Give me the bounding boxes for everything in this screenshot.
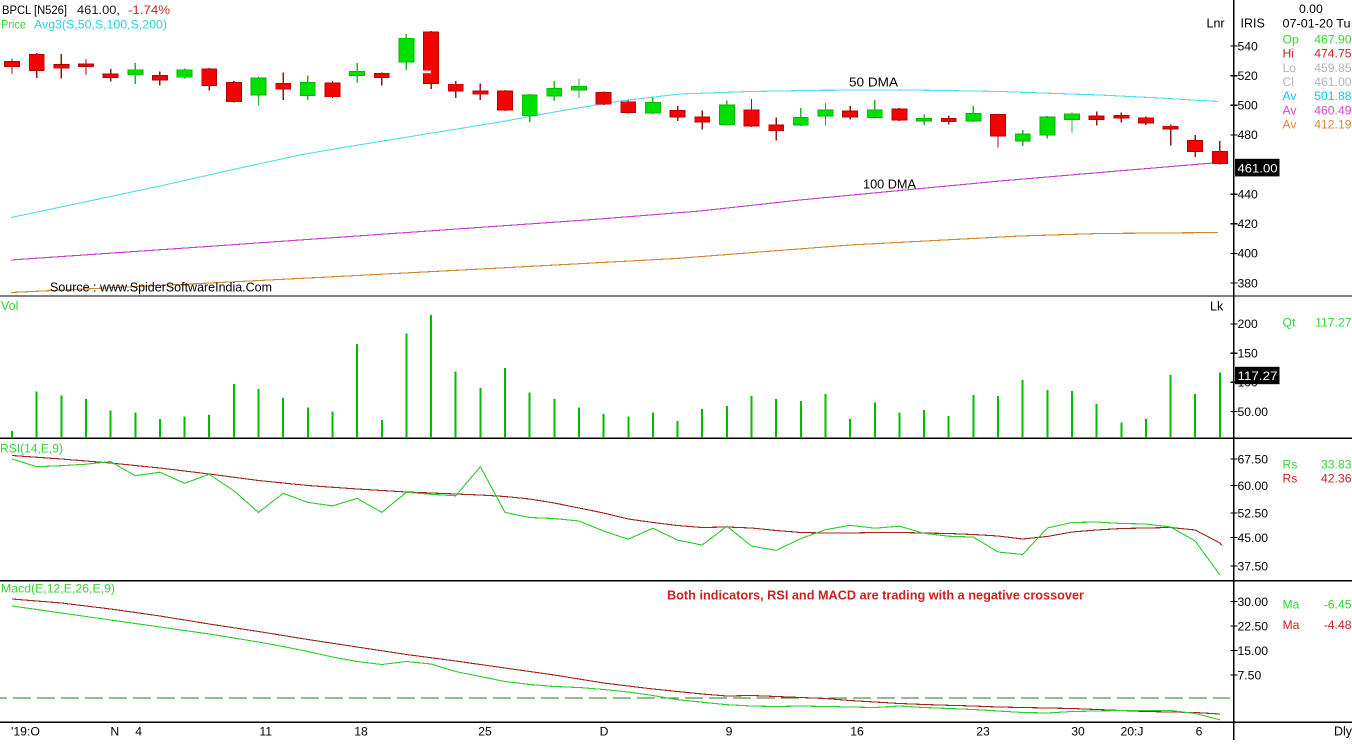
svg-text:6: 6 [1196, 724, 1203, 738]
svg-text:459.85: 459.85 [1314, 61, 1351, 75]
svg-text:420: 420 [1238, 217, 1259, 231]
svg-text:200: 200 [1238, 317, 1259, 331]
svg-text:460.49: 460.49 [1314, 103, 1351, 117]
svg-text:50 DMA: 50 DMA [849, 76, 899, 90]
svg-text:461.00,: 461.00, [77, 3, 120, 17]
svg-text:52.50: 52.50 [1238, 506, 1269, 520]
svg-text:-4.48: -4.48 [1324, 618, 1352, 632]
svg-text:67.50: 67.50 [1238, 452, 1269, 466]
svg-text:45.00: 45.00 [1238, 531, 1269, 545]
svg-text:33.83: 33.83 [1321, 457, 1352, 471]
svg-text:440: 440 [1238, 187, 1259, 201]
svg-text:Op: Op [1283, 32, 1299, 46]
svg-text:9: 9 [726, 724, 733, 738]
svg-text:0.00: 0.00 [1299, 2, 1323, 16]
svg-text:Qt: Qt [1283, 316, 1296, 330]
svg-text:501.88: 501.88 [1314, 89, 1351, 103]
svg-text:11: 11 [259, 724, 272, 738]
svg-text:42.36: 42.36 [1321, 472, 1352, 486]
svg-text:15.00: 15.00 [1238, 644, 1269, 658]
svg-text:N: N [110, 724, 119, 738]
svg-text:30: 30 [1071, 724, 1085, 738]
svg-text:-6.45: -6.45 [1324, 598, 1352, 612]
svg-text:22.50: 22.50 [1238, 619, 1269, 633]
svg-text:D: D [600, 724, 609, 738]
svg-text:Av: Av [1283, 118, 1298, 132]
svg-text:20:J: 20:J [1120, 724, 1143, 738]
svg-text:Rs: Rs [1283, 472, 1298, 486]
svg-text:467.90: 467.90 [1314, 32, 1351, 46]
svg-text:Rs: Rs [1283, 457, 1298, 471]
svg-text:Lo: Lo [1283, 61, 1297, 75]
svg-text:Lnr: Lnr [1207, 16, 1225, 30]
svg-text:'19:O: '19:O [11, 724, 40, 738]
svg-text:380: 380 [1238, 276, 1259, 290]
svg-text:Vol: Vol [1, 299, 18, 313]
svg-text:7.50: 7.50 [1238, 668, 1262, 682]
svg-text:60.00: 60.00 [1238, 479, 1269, 493]
svg-text:Macd(E,12,E,26,E,9): Macd(E,12,E,26,E,9) [1, 582, 115, 596]
svg-text:Both indicators, RSI and MACD: Both indicators, RSI and MACD are tradin… [667, 589, 1084, 603]
svg-text:BPCL [N526]: BPCL [N526] [2, 3, 67, 17]
svg-text:RSI(14,E,9): RSI(14,E,9) [0, 442, 63, 456]
svg-text:4: 4 [135, 724, 142, 738]
svg-text:117.27: 117.27 [1315, 316, 1352, 330]
svg-text:Dly: Dly [1334, 724, 1352, 738]
svg-text:500: 500 [1238, 99, 1259, 113]
svg-text:25: 25 [478, 724, 492, 738]
svg-text:Ma: Ma [1283, 598, 1300, 612]
svg-text:100 DMA: 100 DMA [863, 178, 917, 192]
svg-text:Av: Av [1283, 103, 1298, 117]
svg-text:Lk: Lk [1210, 300, 1224, 314]
svg-text:23: 23 [976, 724, 990, 738]
svg-text:IRIS: IRIS [1241, 16, 1265, 30]
svg-text:520: 520 [1238, 69, 1259, 83]
svg-text:150: 150 [1238, 346, 1259, 360]
svg-text:50.00: 50.00 [1238, 405, 1269, 419]
svg-text:30.00: 30.00 [1238, 595, 1269, 609]
svg-text:37.50: 37.50 [1238, 559, 1269, 573]
svg-text:474.75: 474.75 [1314, 47, 1351, 61]
svg-text:18: 18 [354, 724, 368, 738]
svg-text:412.19: 412.19 [1314, 118, 1351, 132]
svg-text:Avg3(S,50,S,100,S,200): Avg3(S,50,S,100,S,200) [34, 18, 167, 32]
svg-text:480: 480 [1238, 128, 1259, 142]
svg-text:Hi: Hi [1283, 47, 1295, 61]
svg-text:16: 16 [850, 724, 864, 738]
svg-text:07-01-20 Tu: 07-01-20 Tu [1283, 16, 1351, 30]
svg-text:Price: Price [1, 18, 26, 32]
svg-text:461.00: 461.00 [1238, 161, 1278, 175]
svg-text:Source : www.SpiderSoftwareInd: Source : www.SpiderSoftwareIndia.Com [50, 281, 272, 295]
svg-text:-1.74%: -1.74% [128, 3, 170, 17]
svg-text:Ma: Ma [1283, 618, 1300, 632]
svg-text:Av: Av [1283, 89, 1298, 103]
svg-text:117.27: 117.27 [1238, 369, 1278, 383]
svg-text:461.00: 461.00 [1314, 75, 1351, 89]
svg-text:400: 400 [1238, 247, 1259, 261]
svg-text:540: 540 [1238, 39, 1259, 53]
svg-text:Cl: Cl [1283, 75, 1295, 89]
